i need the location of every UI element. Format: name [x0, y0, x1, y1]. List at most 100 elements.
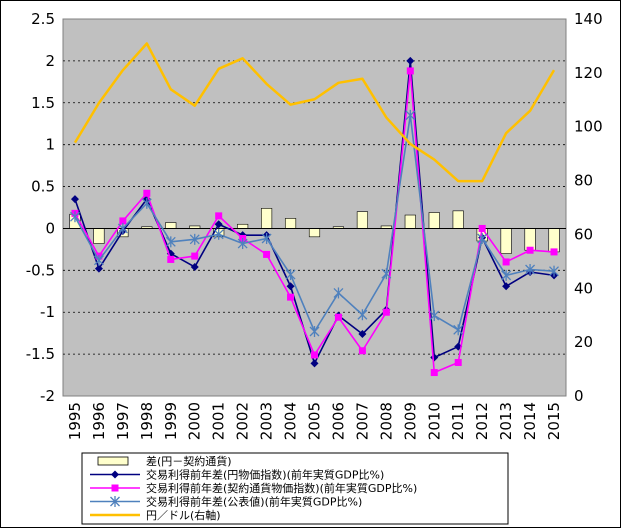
square-point	[382, 308, 390, 316]
square-point	[502, 258, 510, 266]
asterisk-point	[405, 109, 416, 121]
right-tick-label: 60	[574, 225, 593, 243]
plot-area	[62, 18, 567, 397]
asterisk-point	[141, 197, 152, 209]
square-point	[478, 224, 486, 232]
left-tick-label: 2	[45, 52, 55, 70]
legend-label: 円／ドル(右軸)	[146, 508, 221, 522]
bar	[237, 223, 249, 229]
left-tick-label: -0.5	[26, 261, 55, 279]
legend-label: 交易利得前年差(円物価指数)(前年実質GDP比%)	[146, 468, 384, 482]
right-axis-ticks: 140 120 100 80 60 40 20 0	[574, 10, 603, 405]
x-tick-label: 2008	[377, 402, 395, 440]
right-tick-label: 0	[574, 387, 584, 405]
diamond-point	[502, 282, 511, 291]
legend-item: 円／ドル(右軸)	[90, 508, 221, 522]
asterisk-point	[261, 232, 272, 244]
x-tick-label: 2010	[425, 402, 443, 440]
x-tick-label: 2013	[497, 402, 515, 440]
square-point	[311, 351, 318, 359]
x-tick-label: 2005	[306, 402, 324, 440]
left-tick-label: 2.5	[31, 10, 55, 28]
bar	[404, 214, 416, 229]
asterisk-point	[453, 324, 464, 336]
right-tick-label: 120	[574, 64, 603, 82]
x-tick-label: 1996	[90, 402, 108, 440]
legend-item: 差(円－契約通貨)	[97, 454, 232, 468]
square-point	[358, 347, 366, 355]
bar	[548, 228, 560, 253]
asterisk-point	[501, 269, 512, 281]
x-tick-label: 2011	[449, 402, 467, 440]
asterisk-point	[117, 222, 128, 234]
asterisk-point	[477, 232, 488, 244]
right-tick-label: 20	[574, 333, 593, 351]
right-tick-label: 40	[574, 279, 593, 297]
square-point	[263, 250, 271, 258]
legend-item: 交易利得前年差(円物価指数)(前年実質GDP比%)	[90, 468, 384, 482]
diamond-point	[358, 330, 367, 339]
legend-item: 交易利得前年差(公表値)(前年実質GDP比%)	[90, 495, 362, 509]
diamond-point	[111, 470, 119, 479]
x-tick-label: 1998	[138, 402, 156, 440]
x-tick-label: 2015	[545, 402, 563, 440]
bar	[284, 218, 297, 229]
right-tick-label: 140	[574, 10, 603, 28]
legend: 差(円－契約通貨)交易利得前年差(円物価指数)(前年実質GDP比%)交易利得前年…	[81, 452, 509, 525]
right-tick-label: 100	[574, 118, 603, 136]
left-tick-label: 1	[45, 136, 55, 154]
series-3	[70, 109, 559, 337]
bar	[165, 222, 177, 229]
left-tick-label: -2	[40, 387, 55, 405]
asterisk-point	[381, 268, 392, 280]
diamond-point	[190, 262, 199, 271]
x-tick-label: 2006	[329, 402, 347, 440]
x-axis-ticks: 1995 1996 1997 1998 1999 2000 2001 2002 2003 2004…	[66, 402, 563, 440]
x-tick-label: 2014	[521, 402, 539, 440]
asterisk-point	[429, 310, 440, 322]
asterisk-point	[285, 269, 296, 281]
square-point	[167, 255, 175, 263]
square-point	[111, 484, 119, 492]
bar	[428, 212, 440, 229]
x-tick-label: 2000	[186, 402, 204, 440]
legend-item: 交易利得前年差(契約通貨物価指数)(前年実質GDP比%)	[90, 481, 417, 495]
left-tick-label: -1.5	[26, 345, 55, 363]
asterisk-point	[93, 254, 104, 266]
asterisk-point	[165, 236, 176, 248]
square-point	[454, 358, 462, 366]
bar	[452, 210, 464, 229]
line-series	[70, 42, 559, 377]
x-tick-label: 2002	[234, 402, 252, 440]
left-tick-label: 1.5	[31, 94, 55, 112]
diamond-point	[214, 220, 223, 229]
asterisk-point	[549, 265, 559, 277]
x-tick-label: 2012	[473, 402, 491, 440]
diamond-point	[70, 195, 79, 204]
legend-swatch	[97, 456, 129, 466]
asterisk-point	[213, 228, 224, 240]
square-point	[334, 313, 342, 321]
bar-series	[69, 208, 560, 254]
asterisk-point	[309, 325, 320, 337]
square-point	[287, 293, 295, 301]
square-point	[143, 189, 151, 197]
square-point	[191, 252, 199, 260]
diamond-point	[310, 359, 319, 368]
bar	[308, 228, 321, 238]
x-tick-label: 2007	[353, 402, 371, 440]
square-point	[215, 212, 223, 220]
diamond-point	[406, 56, 415, 65]
legend-label: 交易利得前年差(契約通貨物価指数)(前年実質GDP比%)	[146, 481, 417, 495]
bar	[356, 211, 368, 229]
legend-box	[81, 452, 509, 525]
series-4	[73, 42, 556, 183]
x-tick-label: 1995	[66, 402, 84, 440]
bar	[93, 228, 105, 244]
asterisk-point	[110, 496, 120, 507]
left-tick-label: 0	[45, 219, 55, 237]
diamond-point	[286, 282, 295, 291]
asterisk-point	[189, 233, 200, 245]
